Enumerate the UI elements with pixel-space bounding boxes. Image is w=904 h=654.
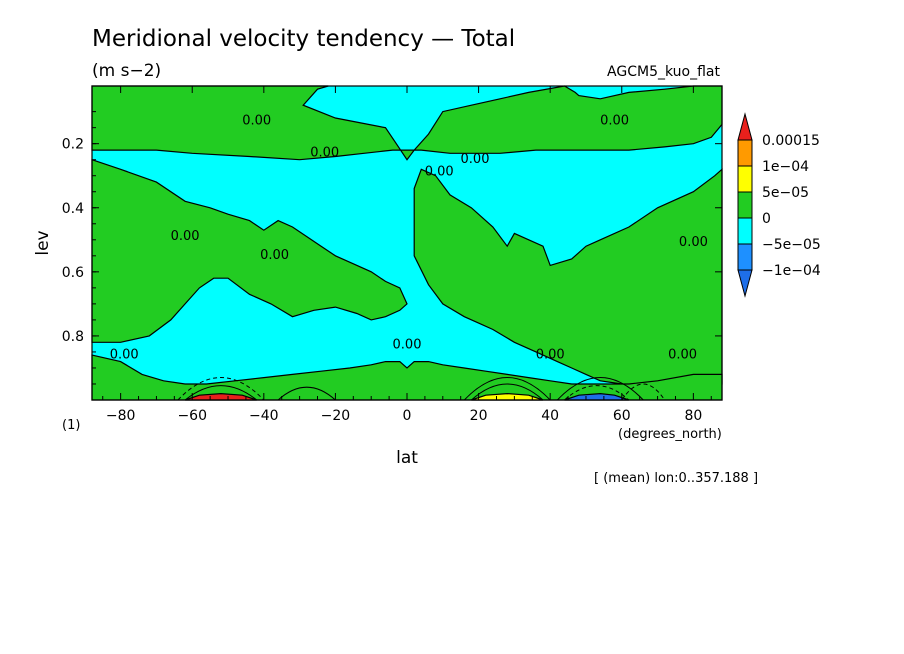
x-tick-labels: −80 −60 −40 −20 0 20 40 60 80: [106, 408, 702, 424]
contour-label-4: 0.00: [600, 113, 629, 128]
x-axis-label: lat: [396, 448, 418, 468]
dataset-label: AGCM5_kuo_flat: [607, 64, 720, 80]
colorbar-box: [737, 191, 753, 219]
x-axis-units: (degrees_north): [618, 427, 722, 442]
contour-line-3: [463, 377, 551, 401]
contour-line-5: [556, 377, 644, 401]
colorbar-label: 5e−05: [762, 185, 809, 201]
contour-line-7: [621, 383, 666, 401]
contour-line-6: [277, 386, 336, 401]
x-tick-label: 20: [470, 408, 488, 424]
y-tick-label: 0.8: [62, 329, 84, 345]
contour-labels: 0.00 0.00 0.00 0.00 0.00 0.00 0.00 0.00 0.00 0.00…: [110, 113, 708, 362]
colorbar-box: [737, 243, 753, 271]
y-tick-label: 0.2: [62, 137, 84, 153]
colorbar-label: −1e−04: [762, 263, 821, 279]
contour-label-7: 0.00: [679, 235, 708, 250]
y-tick-label: 0.4: [62, 201, 84, 217]
colorbar-box: [737, 139, 753, 167]
contour-label-1: 0.00: [310, 146, 339, 161]
colorbar-label: 1e−04: [762, 159, 809, 175]
colorbar-label: 0.00015: [762, 133, 820, 149]
colorbar-top-arrow: [737, 112, 753, 141]
contour-label-2: 0.00: [425, 165, 454, 180]
colorbar-box: [737, 217, 753, 245]
contour-label-6: 0.00: [260, 248, 289, 263]
chart-units: (m s−2): [92, 61, 161, 81]
colorbar-box: [737, 165, 753, 193]
y-tick-label: 0.6: [62, 265, 84, 281]
contour-label-5: 0.00: [171, 229, 200, 244]
contour-line-1: [177, 377, 265, 401]
contour-label-10: 0.00: [536, 347, 565, 362]
y-axis-label: lev: [33, 230, 53, 255]
colorbar: 0.00015 1e−04 5e−05 0 −5e−05 −1e−04: [737, 112, 821, 298]
x-tick-label: 40: [541, 408, 559, 424]
colorbar-label: 0: [762, 211, 771, 227]
contour-label-11: 0.00: [668, 347, 697, 362]
contour-region-3: [91, 354, 723, 401]
chart-title: Meridional velocity tendency — Total: [92, 26, 515, 52]
axis-ticks: [92, 86, 722, 400]
x-tick-label: 0: [403, 408, 412, 424]
contour-label-0: 0.00: [242, 113, 271, 128]
contour-label-3: 0.00: [461, 152, 490, 167]
contour-line-4: [564, 385, 630, 401]
y-tick-labels: 0.2 0.4 0.6 0.8: [62, 137, 84, 345]
contour-label-8: 0.00: [110, 347, 139, 362]
footnote: [ (mean) lon:0..357.188 ]: [594, 471, 758, 486]
x-tick-label: −60: [177, 408, 207, 424]
contour-fills: [91, 85, 723, 401]
x-tick-label: 60: [613, 408, 631, 424]
x-tick-label: −20: [321, 408, 351, 424]
contour-label-9: 0.00: [393, 338, 422, 353]
colorbar-label: −5e−05: [762, 237, 821, 253]
x-tick-label: 80: [684, 408, 702, 424]
x-tick-label: −40: [249, 408, 279, 424]
plot-area: 0.00 0.00 0.00 0.00 0.00 0.00 0.00 0.00 0.00 0.00…: [91, 85, 723, 401]
y-axis-units: (1): [62, 418, 80, 433]
contour-region-1: [91, 158, 408, 343]
x-tick-label: −80: [106, 408, 136, 424]
colorbar-bottom-arrow: [737, 269, 753, 298]
